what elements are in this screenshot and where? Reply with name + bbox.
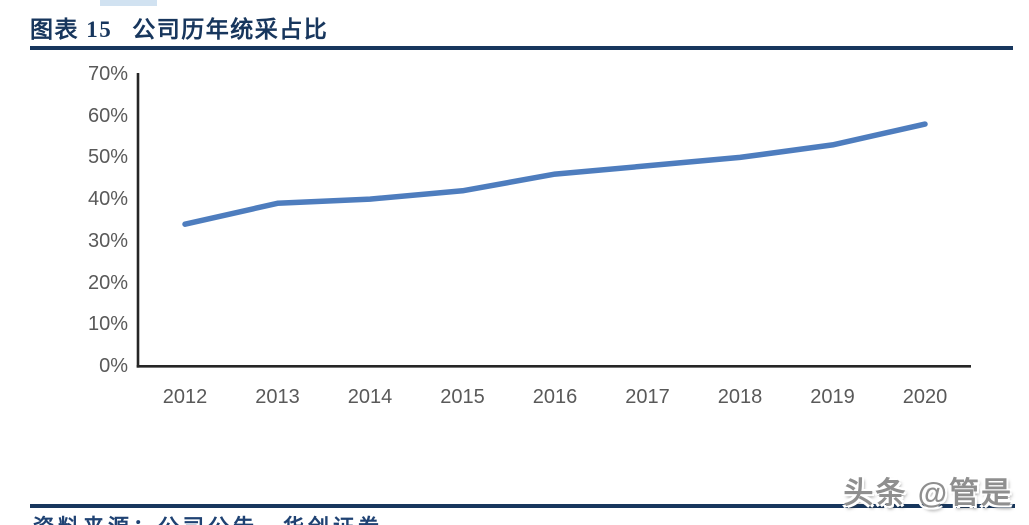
title-divider	[30, 46, 1013, 50]
y-tick-label: 40%	[87, 188, 128, 211]
x-tick-label: 2012	[162, 386, 208, 408]
x-tick-label: 2020	[902, 386, 948, 408]
chart-canvas	[136, 73, 971, 368]
y-tick-label: 30%	[87, 229, 128, 252]
y-tick-label: 60%	[87, 104, 128, 127]
x-tick-label: 2016	[532, 386, 578, 408]
x-tick-label: 2013	[255, 386, 300, 408]
watermark: 头条 @管是	[843, 477, 1013, 510]
figure-header: 图表 15 公司历年统采占比	[30, 10, 328, 44]
y-tick-label: 70%	[87, 63, 128, 85]
x-tick-label: 2017	[625, 386, 670, 408]
figure-title: 公司历年统采占比	[132, 17, 329, 42]
y-tick-label: 10%	[87, 313, 128, 336]
x-tick-label: 2018	[717, 386, 763, 408]
top-edge-artifact	[100, 0, 157, 6]
series-line	[182, 121, 928, 227]
x-tick-label: 2015	[440, 386, 485, 408]
y-tick-label: 0%	[99, 355, 128, 377]
y-tick-label: 50%	[87, 146, 128, 169]
x-tick-label: 2019	[810, 386, 855, 408]
x-tick-label: 2014	[347, 386, 393, 408]
y-tick-label: 20%	[87, 271, 128, 294]
figure-label: 图表 15	[30, 17, 113, 42]
source-note: 资料来源：公司公告，华创证券	[33, 511, 383, 525]
footer-divider	[30, 504, 1015, 508]
line-chart: 70% 60% 50% 40% 30% 20% 10% 0% 2012 2013 2014 2015…	[87, 63, 971, 408]
